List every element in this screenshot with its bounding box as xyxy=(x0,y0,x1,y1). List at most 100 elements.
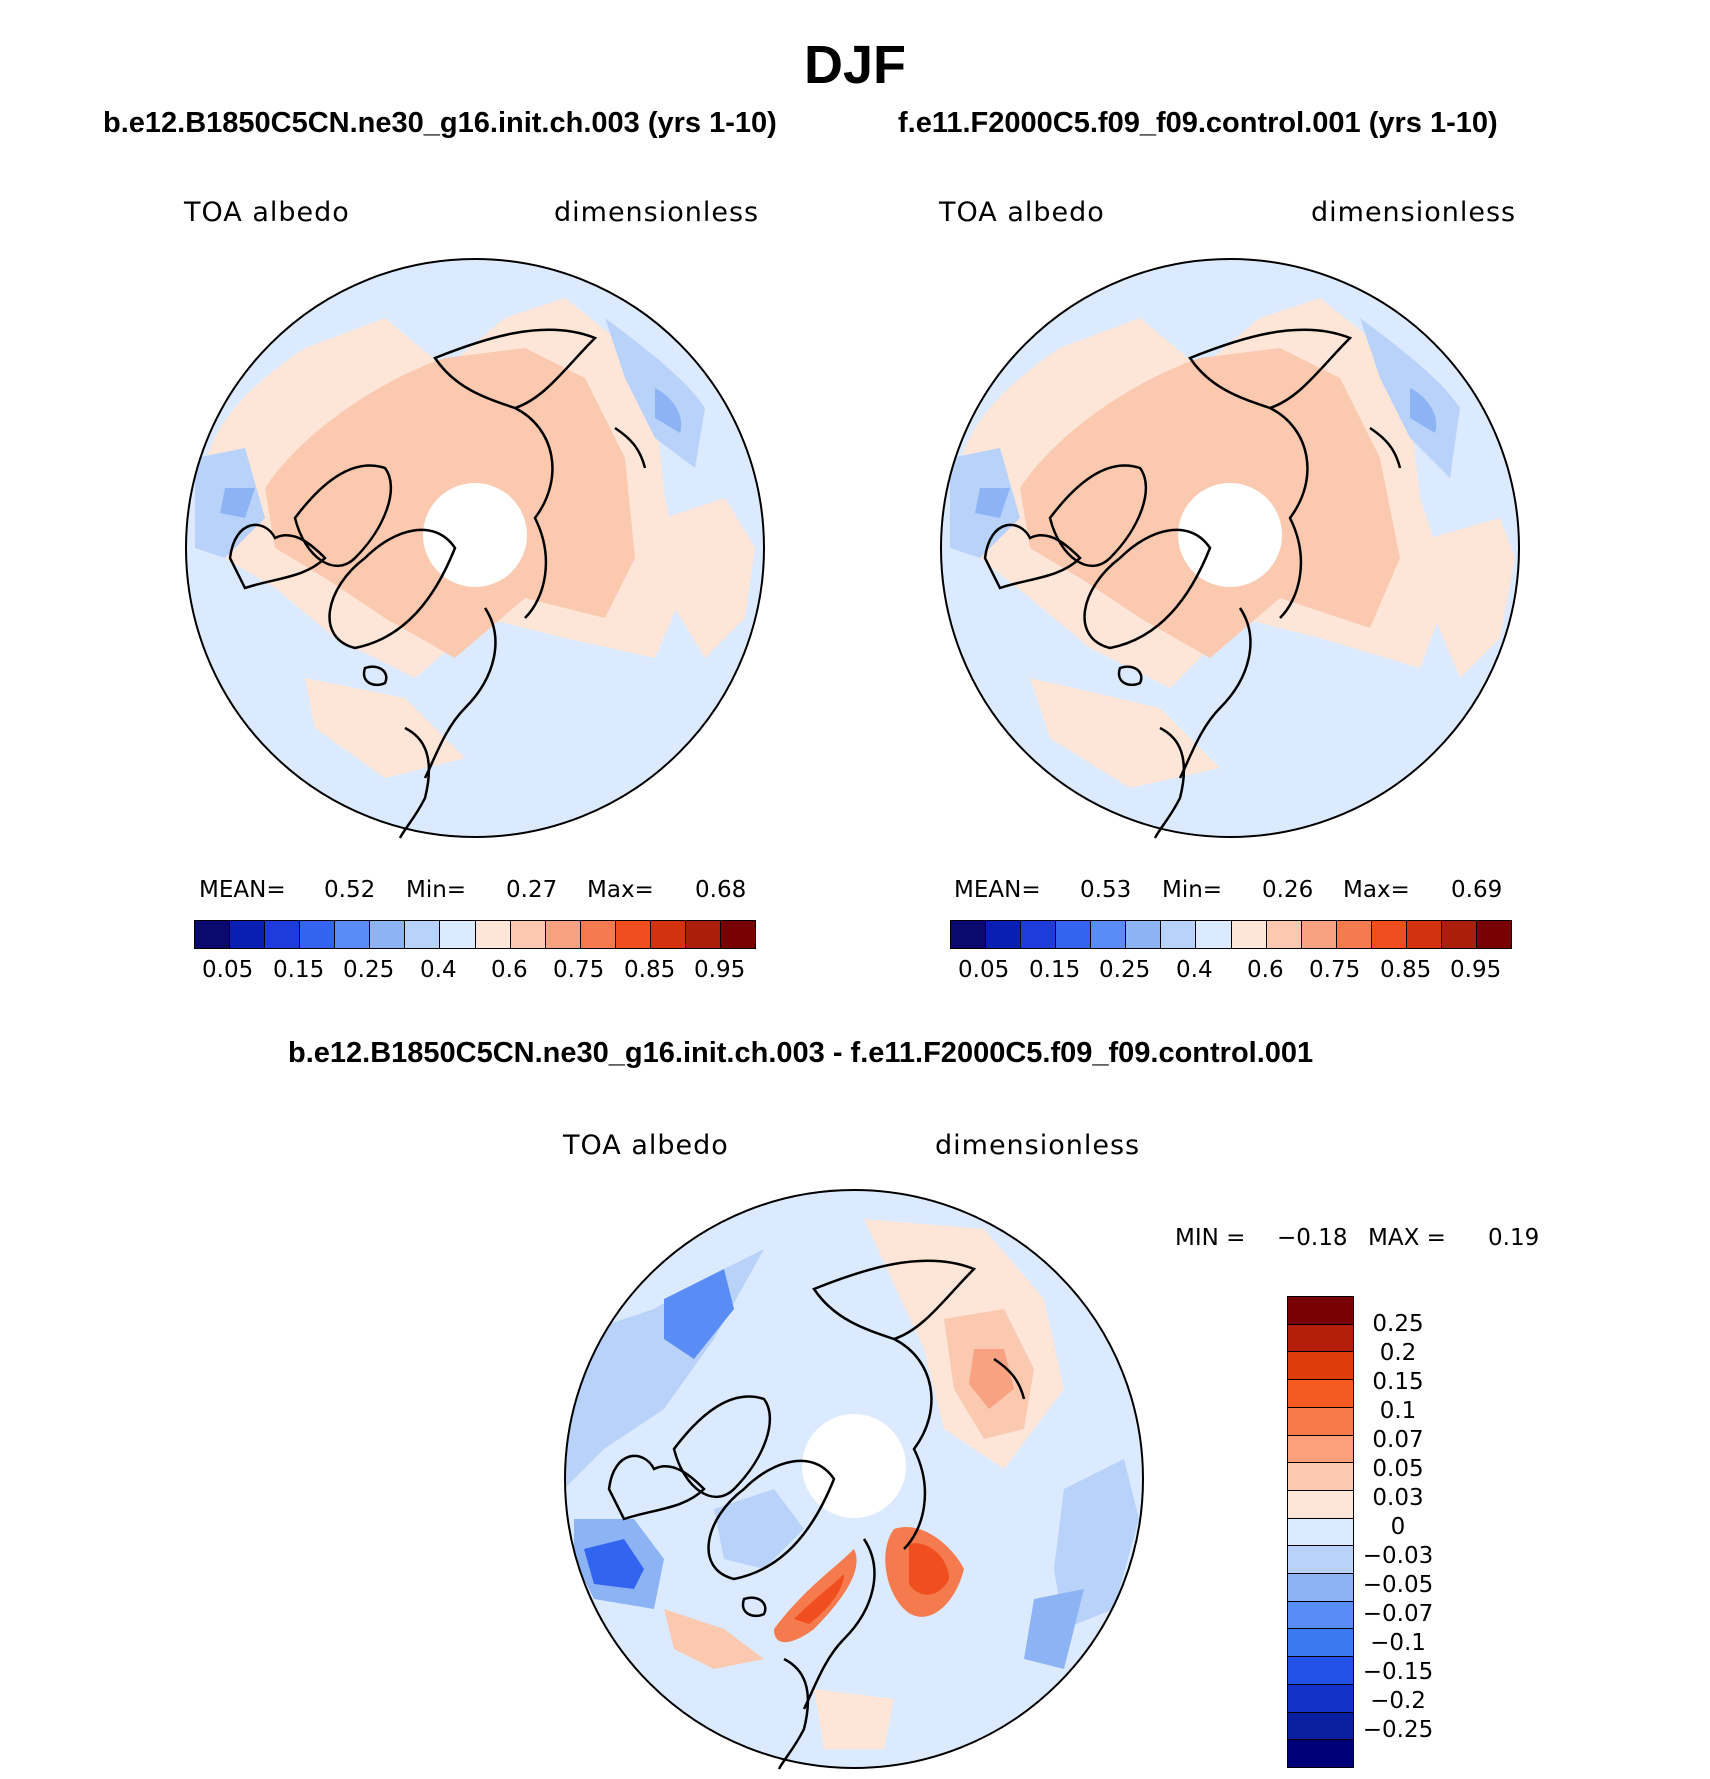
panel2-colorbar-tick: 0.85 xyxy=(1380,957,1432,983)
color-swatch xyxy=(265,921,301,948)
panel2-mean-label: MEAN= xyxy=(954,877,1041,903)
panel2-colorbar xyxy=(950,920,1512,949)
color-swatch xyxy=(1091,921,1127,948)
diff-colorbar-tick: 0.1 xyxy=(1379,1398,1417,1424)
panel1-colorbar-tick: 0.05 xyxy=(202,957,254,983)
diff-colorbar-tick: −0.1 xyxy=(1370,1630,1426,1656)
panel2-colorbar-tick: 0.6 xyxy=(1247,957,1284,983)
color-swatch xyxy=(475,921,511,948)
diff-variable-label: TOA albedo xyxy=(563,1130,729,1161)
color-swatch xyxy=(720,921,755,948)
color-swatch xyxy=(1288,1574,1353,1602)
panel2-min-label: Min= xyxy=(1162,877,1223,903)
diff-colorbar-tick: 0.15 xyxy=(1372,1369,1424,1395)
diff-colorbar-tick: 0 xyxy=(1390,1514,1406,1540)
panel1-variable-label: TOA albedo xyxy=(184,197,350,228)
color-swatch xyxy=(1196,921,1232,948)
diff-colorbar-tick: −0.05 xyxy=(1362,1572,1434,1598)
panel1-max-value: 0.68 xyxy=(695,877,747,903)
panel1-colorbar-tick: 0.85 xyxy=(624,957,676,983)
color-swatch xyxy=(1288,1629,1353,1658)
color-swatch xyxy=(230,921,266,948)
panel2-run-title: f.e11.F2000C5.f09_f09.control.001 (yrs 1… xyxy=(898,107,1498,139)
color-swatch xyxy=(1288,1712,1353,1741)
diff-colorbar-tick: 0.05 xyxy=(1372,1456,1424,1482)
panel2-mean-value: 0.53 xyxy=(1080,877,1132,903)
diff-colorbar-tick: −0.15 xyxy=(1362,1659,1434,1685)
panel1-min-label: Min= xyxy=(406,877,467,903)
panel1-polar-map xyxy=(185,258,765,839)
diff-colorbar-tick: 0.2 xyxy=(1379,1340,1417,1366)
color-swatch xyxy=(1231,921,1267,948)
diff-max-value: 0.19 xyxy=(1488,1225,1540,1251)
color-swatch xyxy=(1288,1518,1353,1547)
color-swatch xyxy=(1288,1407,1353,1436)
diff-min-value: −0.18 xyxy=(1277,1225,1348,1251)
color-swatch xyxy=(300,921,336,948)
panel1-mean-value: 0.52 xyxy=(324,877,376,903)
color-swatch xyxy=(1266,921,1302,948)
diff-colorbar-tick: 0.03 xyxy=(1372,1485,1424,1511)
panel1-max-label: Max= xyxy=(587,877,654,903)
color-swatch xyxy=(405,921,441,948)
color-swatch xyxy=(1288,1380,1353,1408)
color-swatch xyxy=(1288,1490,1353,1519)
color-swatch xyxy=(1288,1463,1353,1491)
color-swatch xyxy=(335,921,371,948)
diff-colorbar-tick: −0.25 xyxy=(1362,1717,1434,1743)
panel2-units-label: dimensionless xyxy=(1311,197,1517,228)
color-swatch xyxy=(1288,1324,1353,1353)
diff-colorbar xyxy=(1287,1296,1354,1768)
panel1-units-label: dimensionless xyxy=(554,197,760,228)
color-swatch xyxy=(1441,921,1477,948)
color-swatch xyxy=(1056,921,1092,948)
color-swatch xyxy=(1288,1657,1353,1685)
diff-max-label: MAX = xyxy=(1368,1225,1446,1251)
panel1-colorbar-tick: 0.4 xyxy=(420,957,457,983)
panel1-colorbar-tick: 0.15 xyxy=(273,957,325,983)
color-swatch xyxy=(440,921,476,948)
color-swatch xyxy=(685,921,721,948)
diff-units-label: dimensionless xyxy=(935,1130,1141,1161)
panel2-colorbar-tick: 0.15 xyxy=(1029,957,1081,983)
panel1-colorbar-tick: 0.95 xyxy=(694,957,746,983)
color-swatch xyxy=(510,921,546,948)
panel1-run-title: b.e12.B1850C5CN.ne30_g16.init.ch.003 (yr… xyxy=(103,107,777,139)
panel2-max-label: Max= xyxy=(1343,877,1410,903)
panel2-colorbar-tick: 0.4 xyxy=(1176,957,1213,983)
panel1-colorbar xyxy=(194,920,756,949)
color-swatch xyxy=(1288,1601,1353,1630)
color-swatch xyxy=(951,921,987,948)
panel2-polar-map xyxy=(940,258,1520,839)
color-swatch xyxy=(1288,1435,1353,1464)
panel2-colorbar-tick: 0.05 xyxy=(958,957,1010,983)
diff-colorbar-tick: −0.03 xyxy=(1362,1543,1434,1569)
panel1-colorbar-tick: 0.25 xyxy=(343,957,395,983)
color-swatch xyxy=(1406,921,1442,948)
color-swatch xyxy=(986,921,1022,948)
panel1-min-value: 0.27 xyxy=(506,877,558,903)
diff-colorbar-tick: −0.07 xyxy=(1362,1601,1434,1627)
diff-colorbar-tick: 0.07 xyxy=(1372,1427,1424,1453)
diff-min-label: MIN = xyxy=(1175,1225,1246,1251)
panel1-colorbar-tick: 0.75 xyxy=(553,957,605,983)
diff-colorbar-tick: 0.25 xyxy=(1372,1311,1424,1337)
color-swatch xyxy=(1336,921,1372,948)
color-swatch xyxy=(1301,921,1337,948)
diff-run-title: b.e12.B1850C5CN.ne30_g16.init.ch.003 - f… xyxy=(288,1037,1314,1069)
color-swatch xyxy=(1476,921,1511,948)
diff-polar-map xyxy=(564,1189,1144,1770)
figure-title: DJF xyxy=(803,35,906,95)
color-swatch xyxy=(615,921,651,948)
diff-colorbar-tick: −0.2 xyxy=(1370,1688,1426,1714)
color-swatch xyxy=(650,921,686,948)
panel2-min-value: 0.26 xyxy=(1262,877,1314,903)
panel1-mean-label: MEAN= xyxy=(199,877,286,903)
color-swatch xyxy=(1288,1352,1353,1381)
panel2-variable-label: TOA albedo xyxy=(939,197,1105,228)
color-swatch xyxy=(1371,921,1407,948)
color-swatch xyxy=(1288,1740,1353,1767)
color-swatch xyxy=(1021,921,1057,948)
panel2-colorbar-tick: 0.95 xyxy=(1450,957,1502,983)
panel2-colorbar-tick: 0.75 xyxy=(1309,957,1361,983)
